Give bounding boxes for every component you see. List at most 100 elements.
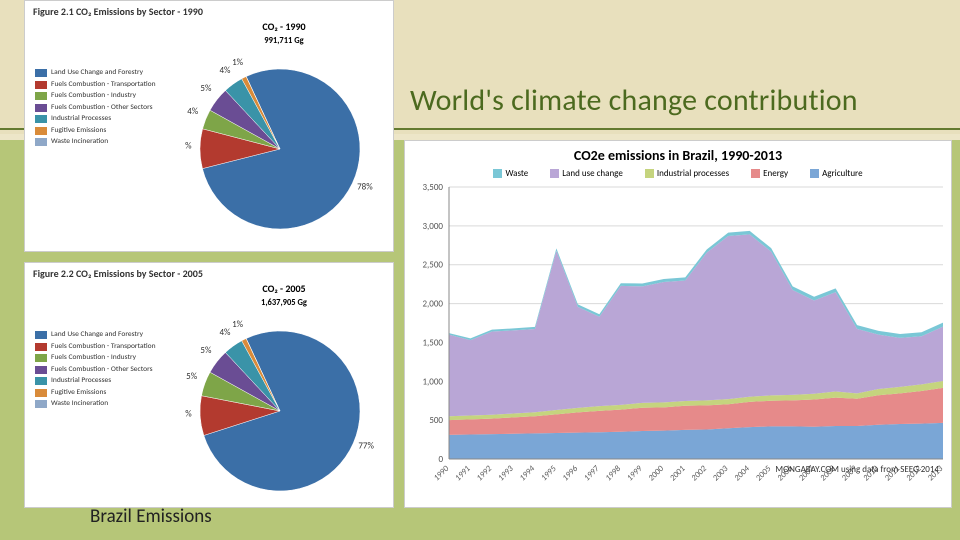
pie-b-total: 1,637,905 Gg: [261, 298, 307, 308]
legend-swatch: [35, 354, 47, 362]
fig-2-2-panel: Figure 2.2 CO₂ Emissions by Sector - 200…: [24, 262, 394, 508]
legend-item: Fuels Combustion - Industry: [35, 91, 171, 102]
area-legend-item: Industrial processes: [645, 168, 729, 179]
x-tick-label: 2002: [690, 464, 710, 484]
legend-item: Fuels Combustion - Other Sectors: [35, 365, 171, 376]
legend-label: Land Use Change and Forestry: [51, 68, 143, 79]
x-tick-label: 1991: [453, 464, 472, 483]
y-tick-label: 2,500: [423, 260, 444, 271]
y-tick-label: 1,500: [423, 337, 444, 348]
pie-label: 5%: [200, 345, 212, 356]
x-tick-label: 2000: [647, 464, 667, 484]
fig-2-2-title: Figure 2.2 CO₂ Emissions by Sector - 200…: [25, 263, 393, 282]
legend-item: Fugitive Emissions: [35, 388, 171, 399]
legend-swatch: [35, 81, 47, 89]
x-tick-label: 1997: [582, 464, 602, 484]
pie-a-sub: CO₂ - 1990: [262, 20, 305, 33]
legend-item: Waste Incineration: [35, 137, 171, 148]
pie-label: 8%: [185, 141, 192, 152]
y-tick-label: 1,000: [423, 376, 444, 387]
fig-2-1-panel: Figure 2.1 CO₂ Emissions by Sector - 199…: [24, 0, 394, 252]
legend-label: Fuels Combustion - Other Sectors: [51, 365, 153, 376]
x-tick-label: 1992: [475, 464, 495, 484]
y-tick-label: 500: [429, 415, 443, 426]
legend-item: Land Use Change and Forestry: [35, 330, 171, 341]
area-title: CO2e emissions in Brazil, 1990-2013: [405, 141, 951, 166]
area-chart: 05001,0001,5002,0002,5003,0003,500199019…: [405, 183, 953, 499]
legend-swatch: [810, 169, 819, 178]
pie-label: 4%: [220, 65, 232, 76]
legend-item: Fuels Combustion - Transportation: [35, 342, 171, 353]
pie-label: 5%: [200, 83, 212, 94]
area-legend-item: Waste: [493, 168, 528, 179]
legend-swatch: [35, 69, 47, 77]
legend-label: Fuels Combustion - Transportation: [51, 342, 156, 353]
legend-swatch: [35, 104, 47, 112]
legend-item: Waste Incineration: [35, 399, 171, 410]
pie-label: 4%: [220, 327, 232, 338]
x-tick-label: 1990: [432, 464, 452, 484]
legend-label: Industrial Processes: [51, 114, 111, 125]
x-tick-label: 2004: [733, 464, 753, 484]
pie-label: 1%: [232, 319, 244, 330]
legend-label: Land Use Change and Forestry: [51, 330, 143, 341]
legend-swatch: [35, 377, 47, 385]
area-attribution: MONGABAY.COM using data from SEEG 2014: [775, 464, 939, 475]
fig-2-2-legend: Land Use Change and ForestryFuels Combus…: [25, 282, 175, 508]
legend-label: Fuels Combustion - Transportation: [51, 80, 156, 91]
area-panel: CO2e emissions in Brazil, 1990-2013 Wast…: [404, 140, 952, 508]
legend-item: Industrial Processes: [35, 114, 171, 125]
fig-2-1-title: Figure 2.1 CO₂ Emissions by Sector - 199…: [25, 1, 393, 20]
legend-swatch: [493, 169, 502, 178]
y-tick-label: 3,500: [423, 183, 444, 193]
area-legend-item: Land use change: [550, 168, 623, 179]
legend-swatch: [751, 169, 760, 178]
legend-swatch: [35, 366, 47, 374]
x-tick-label: 1993: [496, 464, 516, 484]
legend-label: Fuels Combustion - Industry: [51, 353, 136, 364]
legend-item: Fugitive Emissions: [35, 126, 171, 137]
pie-label: 78%: [357, 181, 373, 192]
pie-label: 77%: [358, 441, 374, 452]
x-tick-label: 1995: [539, 464, 559, 484]
legend-label: Fugitive Emissions: [51, 388, 106, 399]
fig-2-2-subtitle: CO₂ - 2005 1,637,905 Gg: [175, 282, 393, 308]
x-tick-label: 1994: [518, 464, 538, 484]
x-tick-label: 1998: [604, 464, 624, 484]
pie-label: 5%: [186, 371, 198, 382]
pie-label: 1%: [232, 57, 244, 68]
pie-label: 4%: [187, 106, 199, 117]
legend-label: Fugitive Emissions: [51, 126, 106, 137]
x-tick-label: 1996: [561, 464, 581, 484]
slide-title: World's climate change contribution: [410, 82, 858, 119]
area-legend: Waste Land use change Industrial processes…: [405, 166, 951, 183]
legend-swatch: [35, 127, 47, 135]
legend-swatch: [35, 331, 47, 339]
pie-a-chart: 78%8%4%5%4%1%: [185, 54, 385, 254]
legend-label: Industrial Processes: [51, 376, 111, 387]
pie-b-sub: CO₂ - 2005: [262, 282, 305, 295]
legend-swatch: [35, 389, 47, 397]
legend-item: Industrial Processes: [35, 376, 171, 387]
area-legend-item: Energy: [751, 168, 788, 179]
legend-item: Fuels Combustion - Other Sectors: [35, 103, 171, 114]
x-tick-label: 2003: [711, 464, 731, 484]
x-tick-label: 1999: [625, 464, 645, 484]
y-tick-label: 0: [438, 454, 443, 465]
legend-swatch: [35, 138, 47, 146]
legend-label: Waste Incineration: [51, 399, 108, 410]
area-legend-item: Agriculture: [810, 168, 863, 179]
y-tick-label: 3,000: [423, 221, 444, 232]
x-tick-label: 2001: [668, 464, 687, 483]
y-tick-label: 2,000: [423, 299, 444, 310]
legend-item: Land Use Change and Forestry: [35, 68, 171, 79]
legend-swatch: [645, 169, 654, 178]
legend-item: Fuels Combustion - Industry: [35, 353, 171, 364]
pie-a-total: 991,711 Gg: [264, 36, 303, 46]
legend-label: Waste Incineration: [51, 137, 108, 148]
fig-2-1-subtitle: CO₂ - 1990 991,711 Gg: [175, 20, 393, 46]
legend-swatch: [35, 343, 47, 351]
fig-2-1-legend: Land Use Change and ForestryFuels Combus…: [25, 20, 175, 252]
legend-swatch: [35, 400, 47, 408]
pie-label: 8%: [185, 409, 192, 420]
